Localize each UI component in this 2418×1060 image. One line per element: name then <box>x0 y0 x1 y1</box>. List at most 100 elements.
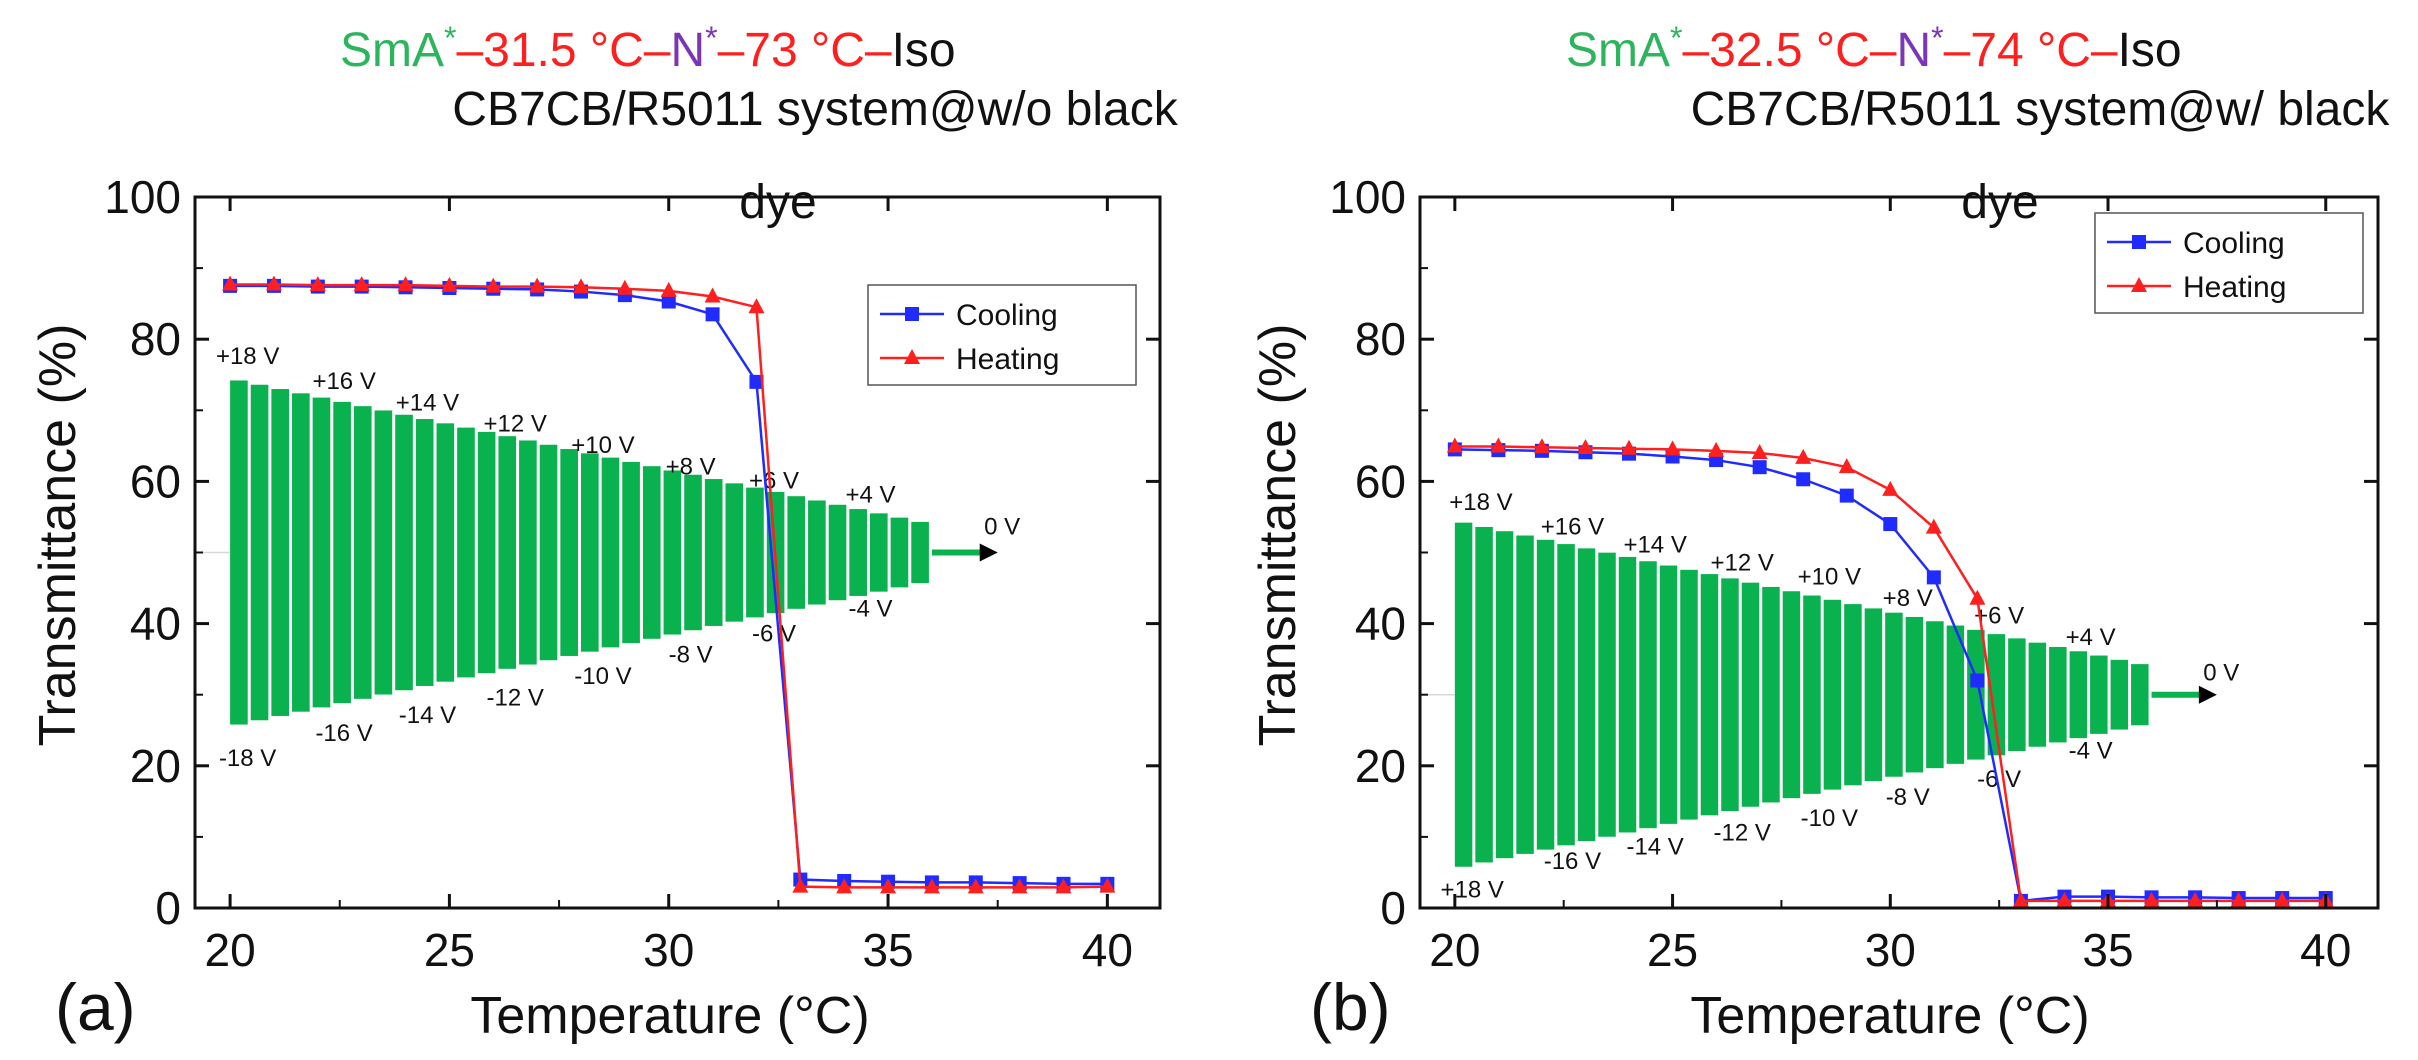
voltage-bar <box>1680 569 1698 820</box>
data-point <box>1533 438 1550 454</box>
voltage-bar <box>436 423 455 682</box>
voltage-label: +16 V <box>1541 514 1604 541</box>
voltage-bar <box>601 457 620 648</box>
phase-iso: Iso <box>891 24 956 77</box>
phase-sma: SmA <box>340 24 445 77</box>
voltage-bar <box>746 487 764 618</box>
voltage-bar <box>457 427 475 678</box>
data-point <box>2012 891 2029 907</box>
voltage-bar <box>2069 651 2088 739</box>
data-point <box>661 294 676 309</box>
x-tick-label: 25 <box>1647 924 1698 976</box>
data-point <box>1752 460 1767 475</box>
data-point <box>529 277 546 293</box>
data-point <box>353 276 370 292</box>
voltage-label: -4 V <box>848 595 892 622</box>
voltage-label: +8 V <box>666 453 716 480</box>
voltage-bar <box>1803 595 1821 794</box>
voltage-bar <box>2090 655 2108 734</box>
voltage-bar <box>2049 646 2067 743</box>
y-tick-label: 80 <box>1355 313 1406 365</box>
voltage-bar <box>1516 535 1534 854</box>
phase-sequence-a: SmA*–31.5 °C–N*–73 °C–Iso <box>340 20 956 78</box>
voltage-label: +8 V <box>1883 585 1933 612</box>
y-axis-label: Transmittance (%) <box>1249 324 1307 747</box>
voltage-bar <box>477 431 496 674</box>
x-tick-label: 35 <box>862 924 913 976</box>
voltage-bar <box>374 410 393 695</box>
voltage-bar <box>849 509 867 596</box>
legend: Cooling Heating <box>2094 212 2364 314</box>
y-tick-label: 20 <box>1355 740 1406 792</box>
y-tick-label: 0 <box>155 882 181 934</box>
data-point <box>923 878 940 894</box>
legend-box <box>2094 212 2364 314</box>
series-heating <box>1446 437 2334 907</box>
data-point <box>397 276 414 292</box>
voltage-label: +18 V <box>1449 489 1512 516</box>
voltage-bar <box>663 470 682 635</box>
y-tick-label: 60 <box>130 455 181 507</box>
phase-iso: Iso <box>2117 24 2182 77</box>
x-tick-label: 40 <box>1082 924 1133 976</box>
panel-label: (a) <box>55 970 136 1044</box>
voltage-bar <box>1885 612 1903 777</box>
phase-temp-2: –74 °C– <box>1943 24 2118 77</box>
phase-star: * <box>1931 20 1944 56</box>
arrow-head <box>979 543 998 562</box>
data-point <box>1664 440 1681 456</box>
data-point <box>792 877 809 893</box>
voltage-bar <box>312 397 331 708</box>
data-point <box>1055 878 1072 894</box>
data-point <box>1621 439 1638 455</box>
voltage-bar <box>395 414 413 691</box>
chart-title-line2: dye <box>739 176 816 229</box>
data-point <box>1969 589 1986 605</box>
data-point <box>1839 488 1854 503</box>
x-tick-label: 25 <box>424 924 475 976</box>
phase-sma: SmA <box>1566 24 1671 77</box>
voltage-bar <box>869 513 888 592</box>
legend-label: Heating <box>956 343 1059 376</box>
voltage-bar <box>271 389 290 716</box>
voltage-bar <box>1495 531 1514 859</box>
series-heating <box>222 275 1116 894</box>
x-tick-label: 20 <box>205 924 256 976</box>
data-point <box>1577 438 1594 454</box>
voltage-label: 0 V <box>2203 659 2239 686</box>
x-tick-label: 30 <box>643 924 694 976</box>
voltage-label: +10 V <box>571 432 634 459</box>
data-point <box>1099 877 1116 893</box>
phase-sequence-b: SmA*–32.5 °C–N*–74 °C–Iso <box>1566 20 2182 78</box>
voltage-bar <box>539 444 558 661</box>
voltage-bar <box>498 436 517 669</box>
voltage-bar <box>1741 582 1760 807</box>
x-axis-label: Temperature (°C) <box>1690 987 2089 1045</box>
voltage-bar <box>2131 664 2149 726</box>
data-point <box>748 298 765 314</box>
legend-box <box>867 284 1137 386</box>
voltage-bar <box>2028 642 2047 747</box>
voltage-bar <box>230 380 248 725</box>
arrow-head <box>2198 685 2217 704</box>
voltage-label: +6 V <box>1974 603 2024 630</box>
voltage-bar <box>1598 552 1616 837</box>
voltage-label: -14 V <box>399 702 456 729</box>
legend-label: Cooling <box>2183 227 2285 260</box>
legend-label: Heating <box>2183 271 2286 304</box>
voltage-bar <box>1844 604 1862 786</box>
phase-n: N <box>1896 24 1932 77</box>
y-axis-label: Transmittance (%) <box>29 324 87 747</box>
data-point <box>222 275 239 291</box>
voltage-label: -8 V <box>1886 784 1930 811</box>
data-point <box>1751 443 1768 459</box>
data-point <box>1795 448 1812 464</box>
data-point <box>705 307 720 322</box>
x-tick-label: 40 <box>2300 924 2351 976</box>
voltage-bar <box>1864 608 1883 782</box>
voltage-label: 0 V <box>984 514 1020 541</box>
y-tick-label: 0 <box>1380 882 1406 934</box>
x-tick-label: 20 <box>1429 924 1480 976</box>
voltage-label: -16 V <box>315 720 372 747</box>
